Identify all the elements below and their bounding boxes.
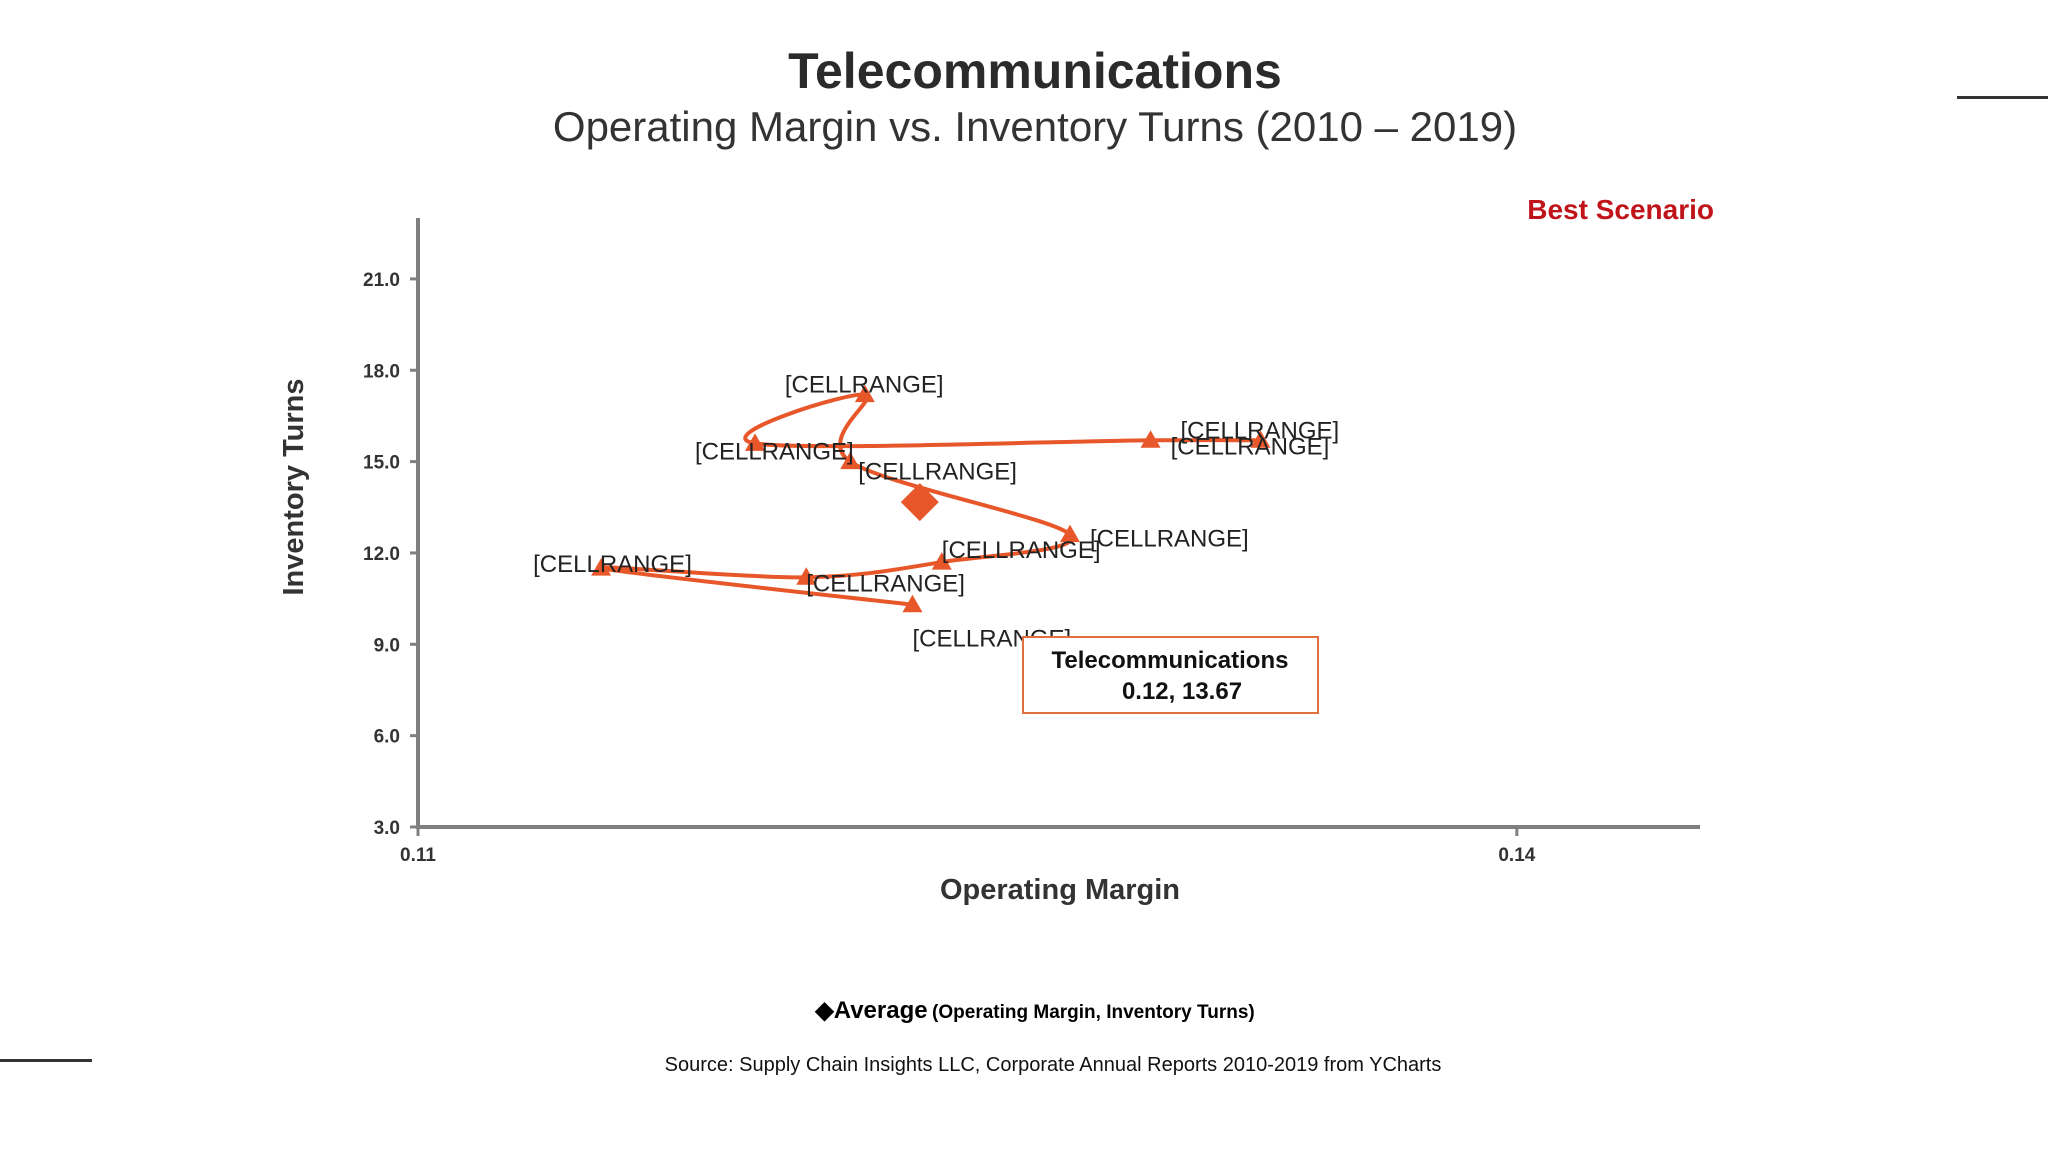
x-axis-title: Operating Margin xyxy=(940,874,1180,906)
x-tick-label: 0.14 xyxy=(1498,845,1535,866)
data-point-marker xyxy=(1250,430,1271,448)
data-label: [CELLRANGE] xyxy=(785,372,944,399)
decorative-line-top-right xyxy=(1957,96,2048,99)
data-label: [CELLRANGE] xyxy=(942,537,1101,564)
data-point-marker xyxy=(931,552,952,570)
y-tick-label: 18.0 xyxy=(363,361,400,382)
y-axis-title: Inventory Turns xyxy=(278,379,310,596)
y-tick-label: 21.0 xyxy=(363,270,400,291)
average-marker xyxy=(900,483,939,522)
y-tick-label: 6.0 xyxy=(374,727,400,748)
data-point-marker xyxy=(796,567,817,585)
data-label: [CELLRANGE] xyxy=(1180,417,1339,444)
data-point-marker xyxy=(591,558,612,576)
data-point-marker xyxy=(854,384,875,403)
data-point-marker xyxy=(1140,430,1161,448)
data-point-marker xyxy=(902,594,923,613)
y-tick-label: 3.0 xyxy=(374,818,400,839)
data-label: [CELLRANGE] xyxy=(1171,433,1330,460)
x-tick-label: 0.11 xyxy=(400,845,436,866)
data-point-marker xyxy=(1059,524,1080,543)
series-line xyxy=(597,392,1261,607)
callout-box xyxy=(1022,636,1319,714)
y-tick-label: 9.0 xyxy=(374,635,400,656)
data-label: [CELLRANGE] xyxy=(533,551,692,578)
callout-title: Telecommunications xyxy=(1052,647,1289,674)
data-label: [CELLRANGE] xyxy=(806,570,965,597)
scenario-label: Best Scenario xyxy=(1527,194,1714,225)
data-label: [CELLRANGE] xyxy=(858,459,1017,486)
data-label: [CELLRANGE] xyxy=(695,438,854,465)
data-point-marker xyxy=(744,433,765,451)
callout-value: 0.12, 13.67 xyxy=(1122,678,1242,705)
y-tick-label: 12.0 xyxy=(363,544,400,565)
chart-subtitle: Operating Margin vs. Inventory Turns (20… xyxy=(552,103,1518,150)
y-tick-label: 15.0 xyxy=(363,453,400,474)
legend-average-label: Average xyxy=(833,997,928,1024)
source-note: Source: Supply Chain Insights LLC, Corpo… xyxy=(664,1054,1442,1076)
legend-average: ◆Average (Operating Margin, Inventory Tu… xyxy=(0,996,2048,1025)
decorative-line-bottom-left xyxy=(0,1059,92,1062)
data-point-marker xyxy=(840,451,861,470)
data-label: [CELLRANGE] xyxy=(1090,526,1249,553)
legend-average-detail: (Operating Margin, Inventory Turns) xyxy=(932,1002,1255,1023)
chart-title: Telecommunications xyxy=(788,43,1282,99)
legend-diamond-icon: ◆ xyxy=(815,997,834,1024)
